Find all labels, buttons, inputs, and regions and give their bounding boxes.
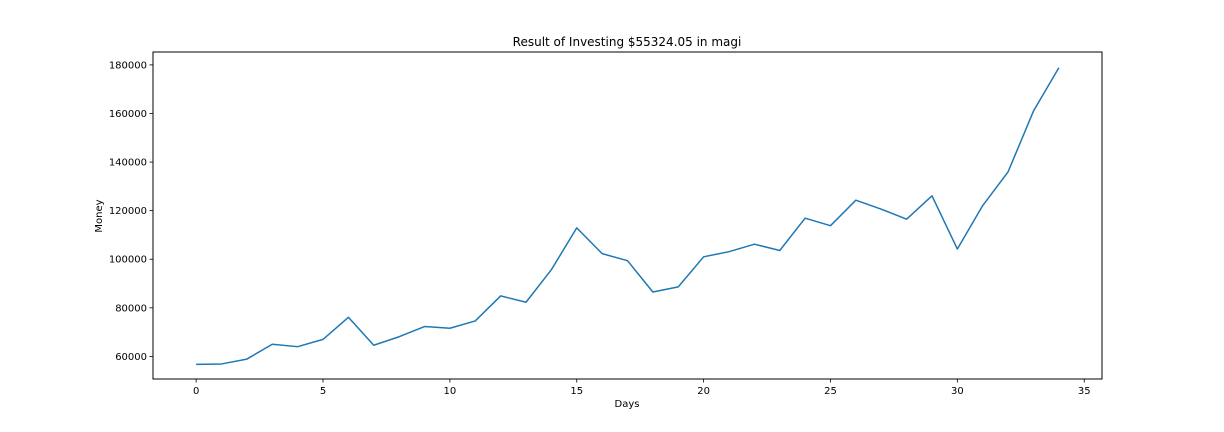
x-tick-label: 5 bbox=[320, 386, 326, 397]
y-tick-label: 120000 bbox=[109, 206, 147, 217]
y-axis-label: Money bbox=[94, 199, 105, 232]
x-axis: 0 5 10 15 20 25 30 35 bbox=[193, 379, 1091, 397]
x-tick-label: 15 bbox=[570, 386, 583, 397]
y-axis: 60000 80000 100000 120000 140000 160000 180000 bbox=[109, 60, 153, 363]
x-tick-label: 20 bbox=[697, 386, 710, 397]
x-tick-label: 25 bbox=[824, 386, 837, 397]
y-tick-label: 100000 bbox=[109, 255, 147, 266]
x-tick-label: 0 bbox=[193, 386, 199, 397]
y-tick-label: 80000 bbox=[115, 303, 147, 314]
x-axis-label: Days bbox=[615, 399, 640, 410]
chart-title: Result of Investing $55324.05 in magi bbox=[513, 35, 742, 49]
y-tick-label: 180000 bbox=[109, 60, 147, 71]
x-tick-label: 30 bbox=[951, 386, 964, 397]
y-tick-label: 60000 bbox=[115, 352, 147, 363]
y-tick-label: 140000 bbox=[109, 158, 147, 169]
x-tick-label: 35 bbox=[1078, 386, 1091, 397]
series-line bbox=[196, 67, 1060, 366]
y-tick-label: 160000 bbox=[109, 109, 147, 120]
plot-area-frame bbox=[152, 51, 1103, 380]
x-tick-label: 10 bbox=[444, 386, 457, 397]
